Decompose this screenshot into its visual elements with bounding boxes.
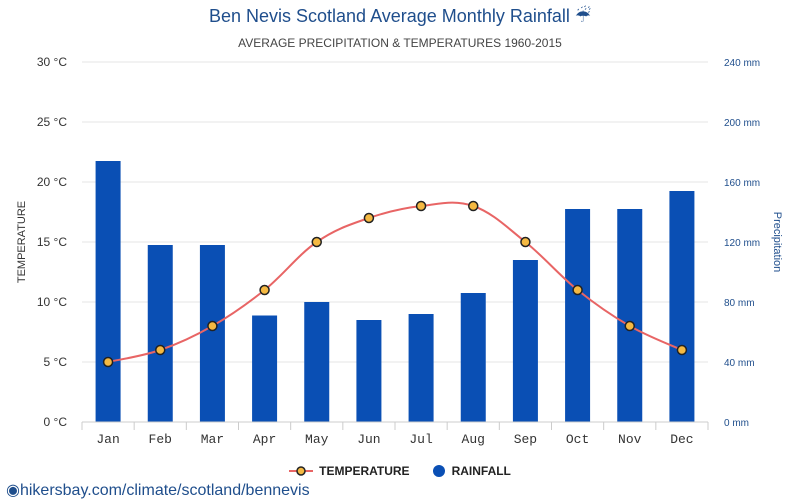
y-tick-label-left: 15 °C — [37, 235, 67, 249]
x-tick-label: Oct — [566, 432, 589, 447]
rainfall-bar[interactable] — [304, 302, 330, 422]
x-tick-label: Jan — [96, 432, 119, 447]
temperature-point[interactable] — [102, 356, 114, 368]
y-tick-label-left: 30 °C — [37, 55, 67, 69]
chart-legend: TEMPERATURE RAINFALL — [0, 464, 800, 478]
x-tick-label: May — [305, 432, 329, 447]
temperature-legend-icon — [289, 466, 314, 476]
legend-item-rainfall[interactable]: RAINFALL — [432, 464, 511, 478]
x-tick-label: Nov — [618, 432, 642, 447]
source-link-text: hikersbay.com/climate/scotland/bennevis — [19, 482, 310, 499]
legend-label-rainfall: RAINFALL — [451, 464, 511, 478]
y-tick-label-right: 160 mm — [724, 178, 760, 189]
y-tick-label-left: 5 °C — [44, 355, 68, 369]
rainfall-bar[interactable] — [356, 320, 382, 422]
y-tick-label-left: 0 °C — [44, 415, 68, 429]
temperature-point[interactable] — [624, 320, 635, 332]
rainfall-bar[interactable] — [252, 315, 278, 423]
chart-subtitle: AVERAGE PRECIPITATION & TEMPERATURES 196… — [238, 36, 562, 50]
y-tick-label-right: 40 mm — [724, 358, 755, 369]
rainfall-bar[interactable] — [617, 209, 643, 422]
rainfall-bar[interactable] — [147, 245, 173, 422]
temperature-point[interactable] — [468, 200, 479, 212]
temperature-point[interactable] — [207, 320, 218, 332]
rainfall-bar[interactable] — [95, 161, 121, 422]
temperature-point[interactable] — [155, 344, 166, 356]
temperature-point[interactable] — [676, 344, 688, 356]
x-tick-label: Feb — [149, 432, 172, 447]
rainfall-bar[interactable] — [199, 245, 225, 422]
y-tick-label-left: 10 °C — [37, 295, 67, 309]
temperature-point[interactable] — [572, 284, 583, 296]
source-link[interactable]: ◉hikersbay.com/climate/scotland/bennevis — [6, 480, 310, 500]
x-tick-label: Apr — [253, 432, 276, 447]
rainfall-legend-icon — [432, 465, 445, 477]
rainfall-bar[interactable] — [408, 314, 434, 422]
temperature-point[interactable] — [520, 236, 531, 248]
y-tick-label-right: 120 mm — [724, 238, 760, 249]
y-axis-left-label: TEMPERATURE — [16, 201, 28, 283]
y-tick-label-left: 25 °C — [37, 115, 67, 129]
legend-item-temperature[interactable]: TEMPERATURE — [289, 464, 410, 478]
y-tick-label-right: 0 mm — [724, 418, 749, 429]
legend-label-temperature: TEMPERATURE — [319, 464, 410, 478]
x-tick-label: Aug — [462, 432, 485, 447]
rainfall-bar[interactable] — [565, 209, 591, 422]
temperature-line-group — [102, 200, 688, 368]
x-tick-label: Jun — [357, 432, 380, 447]
y-tick-label-left: 20 °C — [37, 175, 67, 189]
x-tick-label: Dec — [670, 432, 693, 447]
pin-icon: ◉ — [6, 482, 20, 499]
rainfall-bars — [95, 161, 695, 423]
temperature-point[interactable] — [259, 284, 270, 296]
x-tick-label: Sep — [514, 432, 537, 447]
temperature-point[interactable] — [311, 236, 322, 248]
x-tick-label: Jul — [409, 432, 433, 447]
x-tick-label: Mar — [201, 432, 224, 447]
y-axis-right-label: Precipitation — [771, 212, 783, 273]
chart-title: Ben Nevis Scotland Average Monthly Rainf… — [208, 6, 591, 26]
rainfall-bar[interactable] — [669, 191, 695, 422]
temperature-point[interactable] — [363, 212, 375, 224]
temperature-point[interactable] — [415, 200, 427, 212]
temperature-line — [107, 201, 683, 363]
y-tick-label-right: 80 mm — [724, 298, 755, 309]
rainfall-bar[interactable] — [512, 260, 538, 422]
axes: 0 °C 5 °C 10 °C 15 °C 20 °C 25 °C 30 °C 0 mm 40 … — [37, 55, 760, 447]
y-tick-label-right: 200 mm — [724, 118, 760, 129]
grid-lines — [82, 61, 708, 423]
y-tick-label-right: 240 mm — [724, 58, 760, 69]
rainfall-bar[interactable] — [460, 293, 486, 422]
